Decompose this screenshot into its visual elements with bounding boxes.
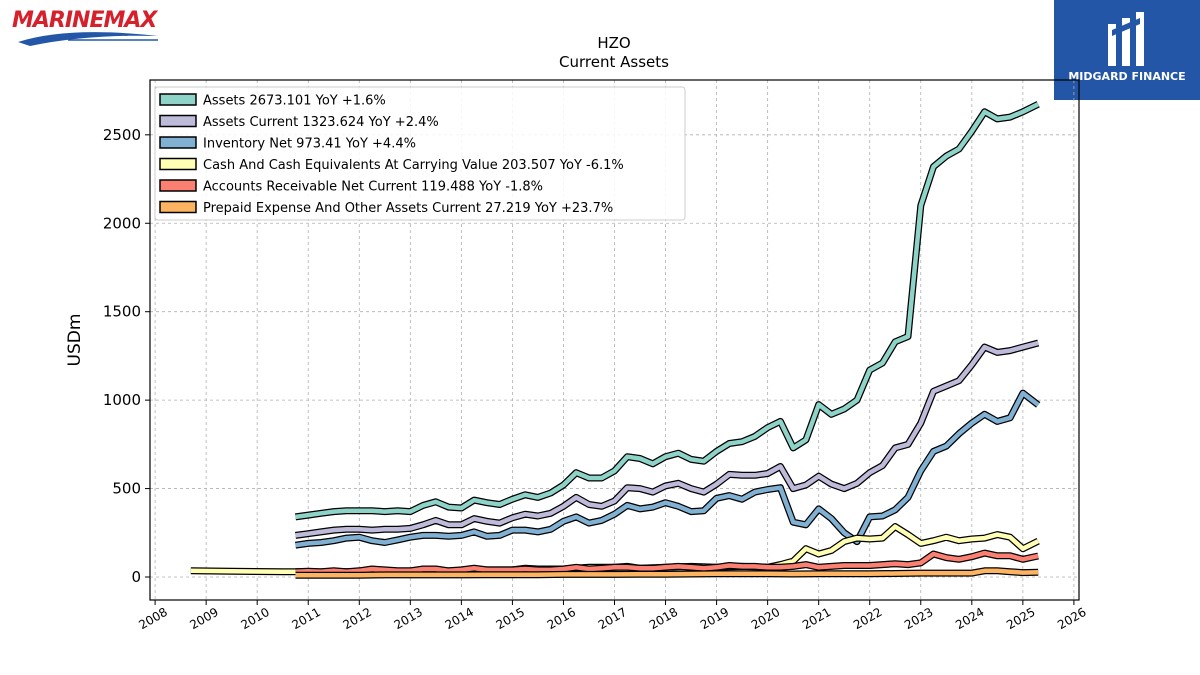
x-tick-label: 2018 — [647, 605, 680, 632]
legend-swatch — [159, 114, 197, 128]
x-tick-label: 2025 — [1004, 605, 1037, 632]
marinemax-swoosh-icon — [18, 32, 158, 46]
y-tick-label: 0 — [131, 568, 141, 586]
x-tick-label: 2009 — [187, 605, 220, 632]
legend-entry: Accounts Receivable Net Current 119.488 … — [203, 180, 543, 195]
legend-entry: Assets 2673.101 YoY +1.6% — [203, 94, 386, 109]
legend-entry: Inventory Net 973.41 YoY +4.4% — [203, 137, 416, 152]
x-tick-label: 2024 — [953, 605, 986, 632]
series-line — [295, 102, 1040, 520]
x-tick-label: 2020 — [749, 605, 782, 632]
series-0 — [295, 101, 1040, 521]
x-tick-label: 2015 — [494, 605, 527, 632]
series-5 — [295, 567, 1039, 579]
midgard-emblem-icon — [1108, 12, 1144, 66]
series-line — [295, 550, 1039, 574]
legend-entry: Cash And Cash Equivalents At Carrying Va… — [203, 158, 624, 173]
legend-swatch — [159, 136, 197, 149]
x-tick-label: 2017 — [596, 605, 629, 632]
series-2 — [295, 389, 1041, 549]
marinemax-logo: MARINEMAX — [8, 6, 168, 48]
marinemax-logo-text: MARINEMAX — [12, 8, 157, 33]
x-tick-label: 2026 — [1055, 605, 1088, 632]
x-tick-label: 2013 — [392, 605, 425, 632]
x-tick-label: 2021 — [800, 605, 833, 632]
legend-box — [154, 86, 686, 221]
series-line — [295, 390, 1040, 548]
legend: Assets 2673.101 YoY +1.6% Assets Current … — [154, 86, 686, 221]
x-tick-label: 2016 — [545, 605, 578, 632]
legend-swatch — [159, 93, 197, 106]
midgard-finance-text: MIDGARD FINANCE — [1068, 70, 1186, 83]
y-tick-label: 500 — [112, 480, 141, 498]
legend-entry: Prepaid Expense And Other Assets Current… — [203, 201, 613, 216]
y-tick-label: 2000 — [103, 214, 141, 232]
legend-entry: Assets Current 1323.624 YoY +2.4% — [203, 115, 439, 130]
x-tick-label: 2023 — [902, 605, 935, 632]
y-tick-label: 2500 — [103, 126, 141, 144]
series-line — [295, 568, 1039, 578]
series-4 — [295, 549, 1039, 576]
legend-swatch — [159, 200, 197, 214]
x-tick-label: 2014 — [443, 605, 476, 632]
x-tick-label: 2008 — [136, 605, 169, 632]
midgard-finance-logo: MIDGARD FINANCE — [1054, 0, 1200, 100]
y-tick-label: 1000 — [103, 391, 141, 409]
x-tick-label: 2022 — [851, 605, 884, 632]
x-tick-label: 2012 — [341, 605, 374, 632]
y-axis-label: USDm — [65, 314, 85, 367]
x-tick-label: 2010 — [238, 605, 271, 632]
x-tick-label: 2019 — [698, 605, 731, 632]
legend-swatch — [159, 157, 197, 171]
series-1 — [295, 339, 1040, 539]
chart-title: HZO — [597, 34, 630, 52]
chart-subtitle: Current Assets — [559, 53, 669, 71]
y-tick-label: 1500 — [103, 303, 141, 321]
x-tick-label: 2011 — [290, 605, 323, 632]
legend-swatch — [159, 179, 197, 192]
series-line — [295, 340, 1039, 538]
series-lines — [190, 101, 1041, 579]
